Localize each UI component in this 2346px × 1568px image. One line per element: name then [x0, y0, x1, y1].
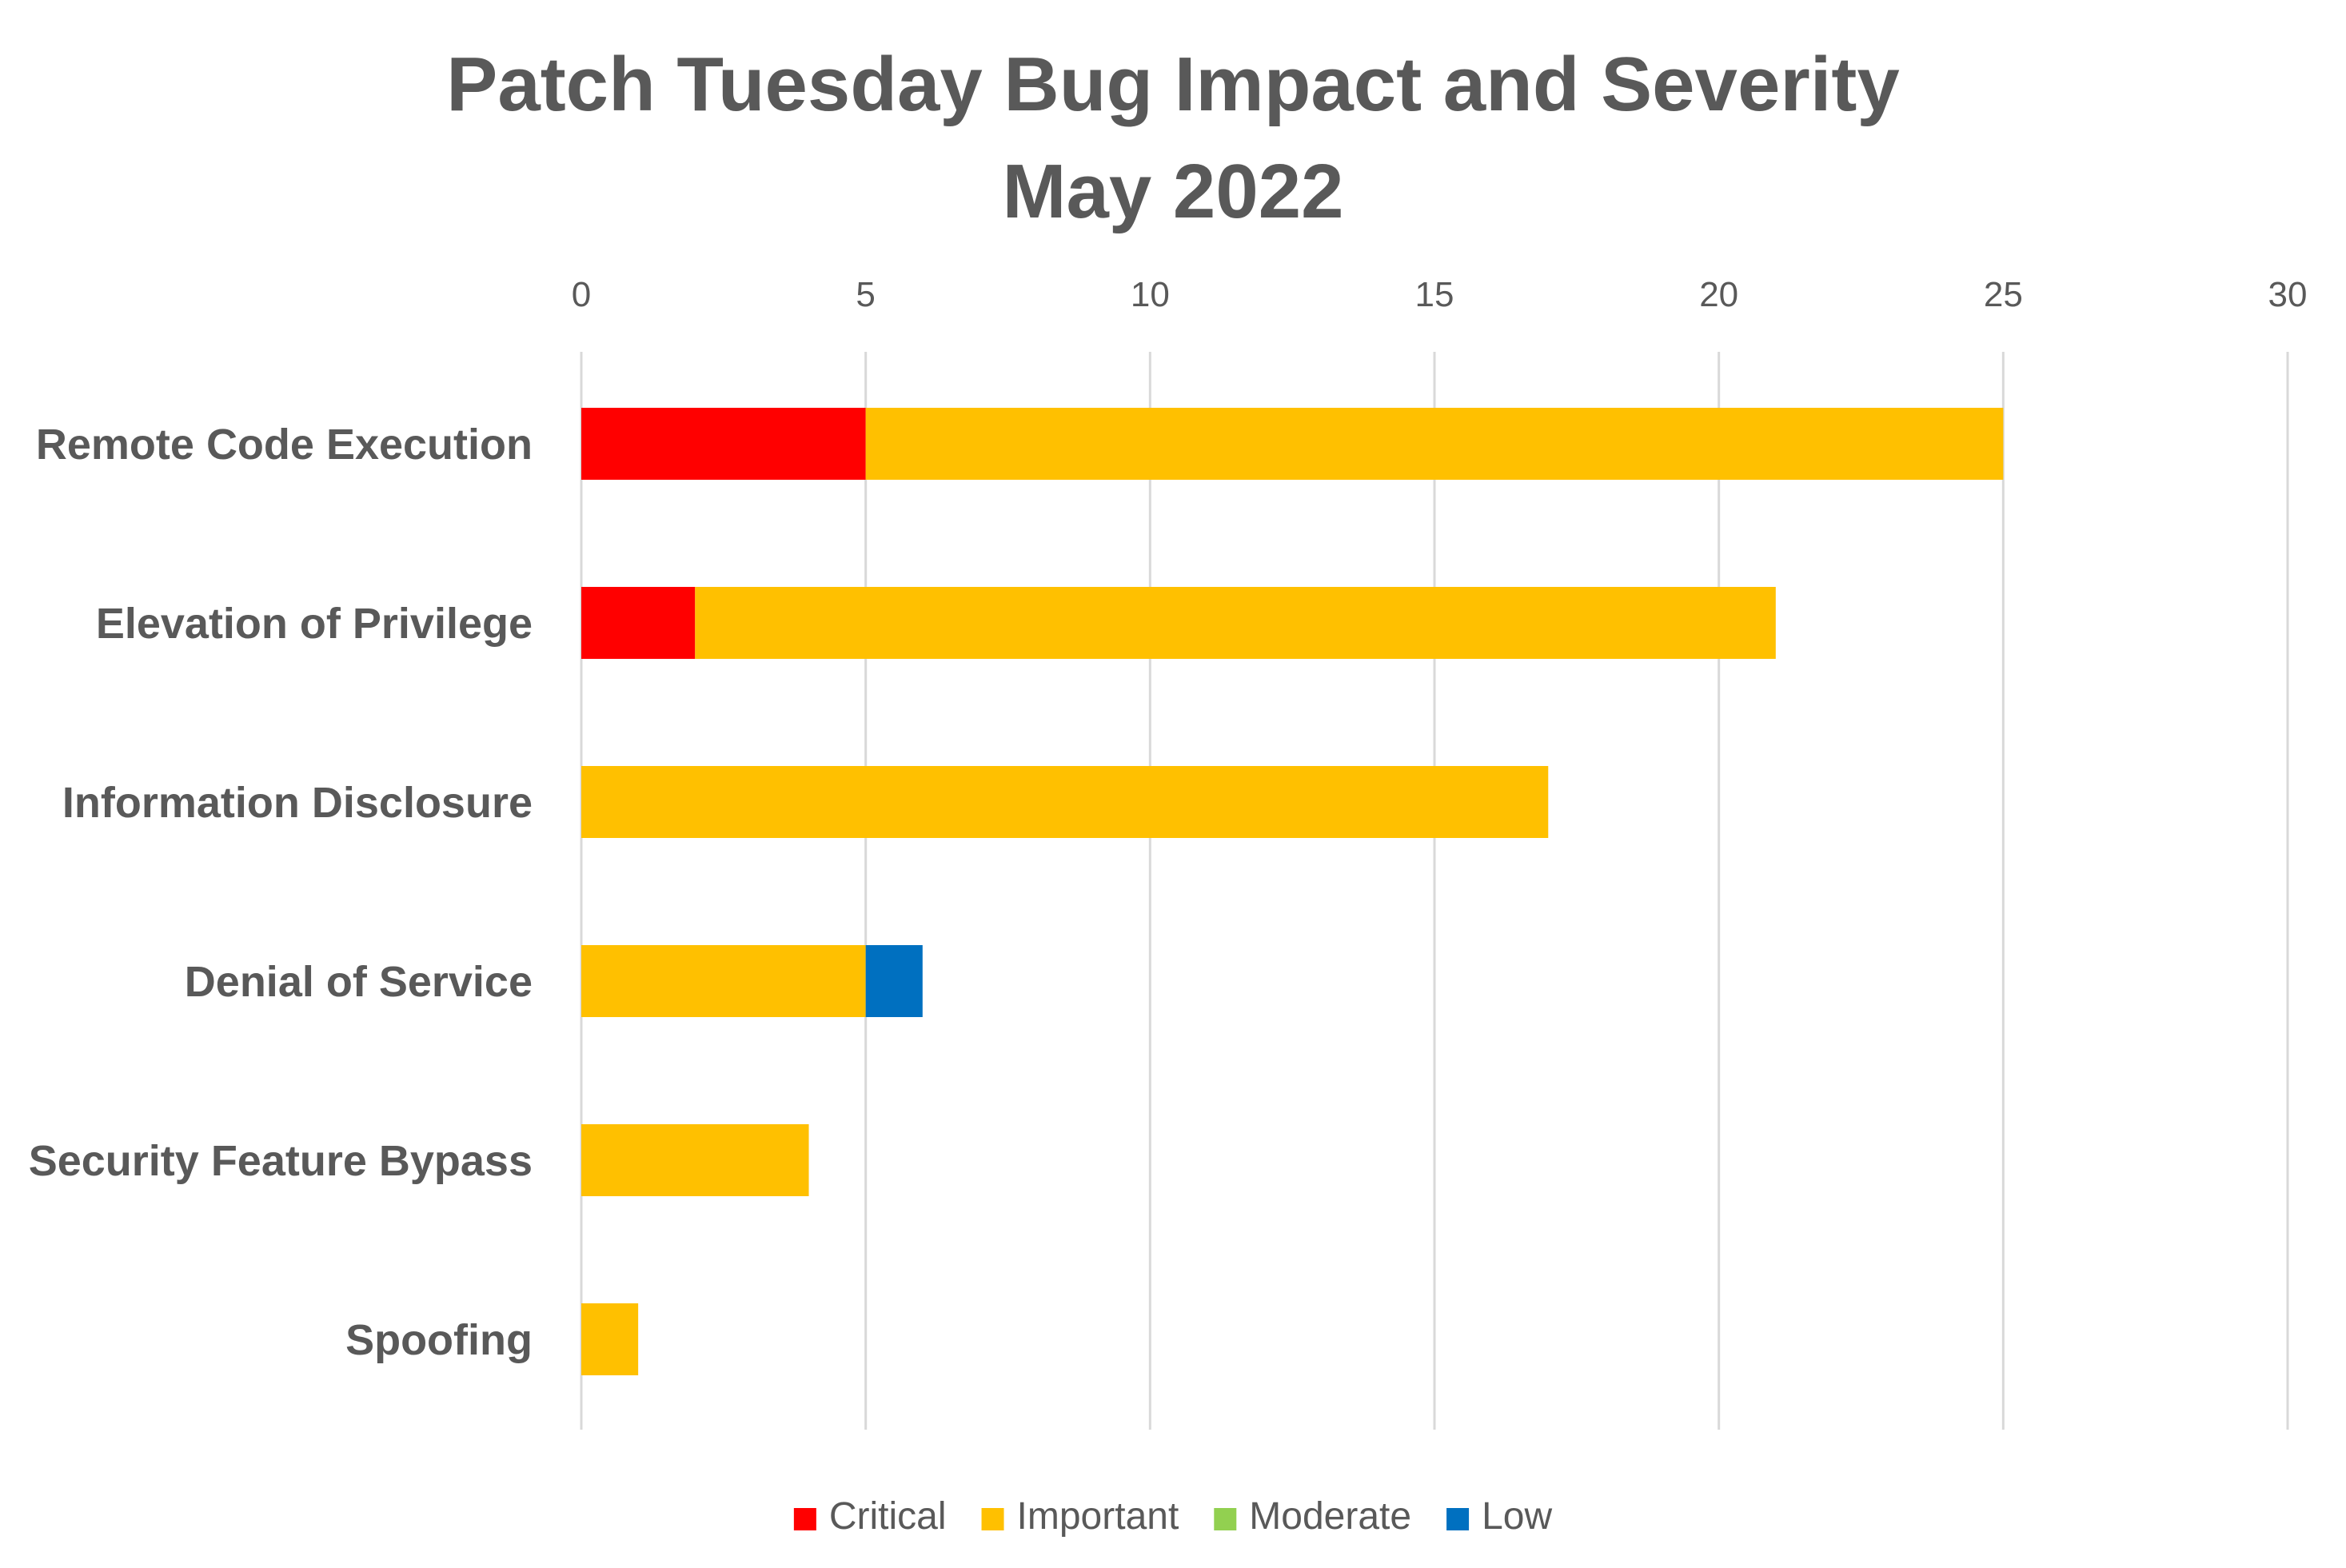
legend-label: Critical — [829, 1495, 947, 1538]
legend-label: Important — [1017, 1495, 1179, 1538]
bar-important — [581, 1124, 809, 1196]
x-tick-label: 10 — [1131, 275, 1170, 314]
x-tick-label: 0 — [572, 275, 591, 314]
category-label: Remote Code Execution — [36, 421, 533, 469]
y-axis-categories: Remote Code Execution Elevation of Privil… — [29, 421, 533, 1364]
x-tick-label: 5 — [856, 275, 875, 314]
category-label: Security Feature Bypass — [29, 1137, 533, 1185]
bar-important — [581, 945, 866, 1017]
x-axis-ticks: 0 5 10 15 20 25 30 — [572, 275, 2308, 314]
legend: Critical Important Moderate Low — [793, 1495, 1552, 1538]
gridlines — [580, 352, 2289, 1430]
bar-low — [865, 945, 923, 1017]
x-tick-label: 30 — [2268, 275, 2308, 314]
category-label: Denial of Service — [185, 958, 533, 1006]
bar-important — [581, 1303, 639, 1375]
x-tick-label: 15 — [1415, 275, 1454, 314]
legend-swatch-low — [1446, 1508, 1470, 1530]
legend-label: Moderate — [1249, 1495, 1411, 1538]
bar-important — [865, 408, 2004, 480]
bar-important — [695, 587, 1776, 659]
category-label: Elevation of Privilege — [96, 600, 533, 648]
category-label: Information Disclosure — [62, 779, 533, 827]
x-tick-label: 25 — [1984, 275, 2023, 314]
chart-title: Patch Tuesday Bug Impact and Severity — [446, 42, 1899, 127]
legend-swatch-moderate — [1214, 1508, 1237, 1530]
legend-label: Low — [1482, 1495, 1552, 1538]
x-tick-label: 20 — [1699, 275, 1738, 314]
chart-subtitle: May 2022 — [1003, 149, 1344, 234]
legend-swatch-critical — [793, 1508, 816, 1530]
bar-important — [581, 766, 1549, 838]
category-label: Spoofing — [345, 1316, 533, 1364]
bar-critical — [581, 587, 696, 659]
legend-swatch-important — [981, 1508, 1004, 1530]
bar-critical — [581, 408, 866, 480]
bars — [581, 408, 2004, 1375]
